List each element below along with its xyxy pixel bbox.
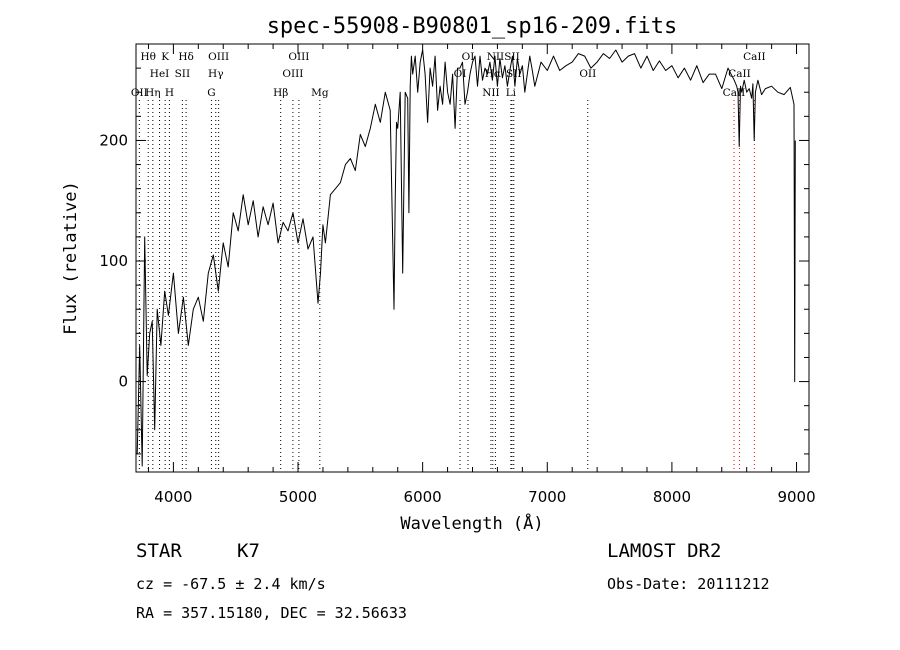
y-tick-label: 0 [118,373,128,391]
line-marker-label: CaII [743,51,766,63]
line-marker-label: Hβ [273,87,288,99]
plot-frame [135,43,810,473]
line-marker-label: OII [579,68,596,80]
y-tick-label: 200 [99,131,128,149]
x-axis-label: Wavelength (Å) [400,512,543,534]
line-marker-label: Hδ [178,51,193,63]
observation-date: Obs-Date: 20111212 [607,575,770,593]
line-marker-label: H [165,87,174,99]
line-marker-label: OIII [282,68,303,80]
line-marker-label: Mg [311,87,329,99]
line-marker-label: NII [482,87,499,99]
line-marker-label: OI [462,51,475,63]
line-marker-label: OIII [208,51,229,63]
line-marker-label: Hθ [140,51,155,63]
y-tick-label: 100 [99,252,128,270]
line-marker-label: Hγ [208,68,223,80]
x-tick-label: 5000 [279,488,317,506]
x-tick-label: 8000 [653,488,691,506]
x-tick-label: 9000 [777,488,815,506]
line-marker-label: G [207,87,215,99]
line-marker-label: Li [506,87,517,99]
line-marker-label: OIII [288,51,309,63]
line-marker-label: Hη [145,87,160,99]
line-marker-label: CaII [723,87,746,99]
line-marker-label: SII [175,68,191,80]
line-marker-label: OII [131,87,148,99]
line-marker-label: K [161,51,169,63]
line-marker-label: HeI [150,68,170,80]
x-tick-label: 4000 [154,488,192,506]
object-class: STAR [136,540,182,562]
spectrum-line [136,49,796,467]
axis-ticks: 4000 5000 6000 7000 8000 9000 0 100 200 [99,43,816,506]
line-marker-label: OI [454,68,467,80]
coordinates-text: RA = 357.15180, DEC = 32.56633 [136,604,407,622]
y-axis-label: Flux (relative) [61,181,81,335]
redshift-text: cz = -67.5 ± 2.4 km/s [136,575,326,593]
x-tick-label: 6000 [404,488,442,506]
line-marker-label: CaII [728,68,751,80]
chart-title: spec-55908-B90801_sp16-209.fits [267,14,678,39]
x-tick-label: 7000 [528,488,566,506]
object-subclass: K7 [237,540,260,562]
spectrum-series [136,49,796,467]
survey-name: LAMOST DR2 [607,540,722,562]
